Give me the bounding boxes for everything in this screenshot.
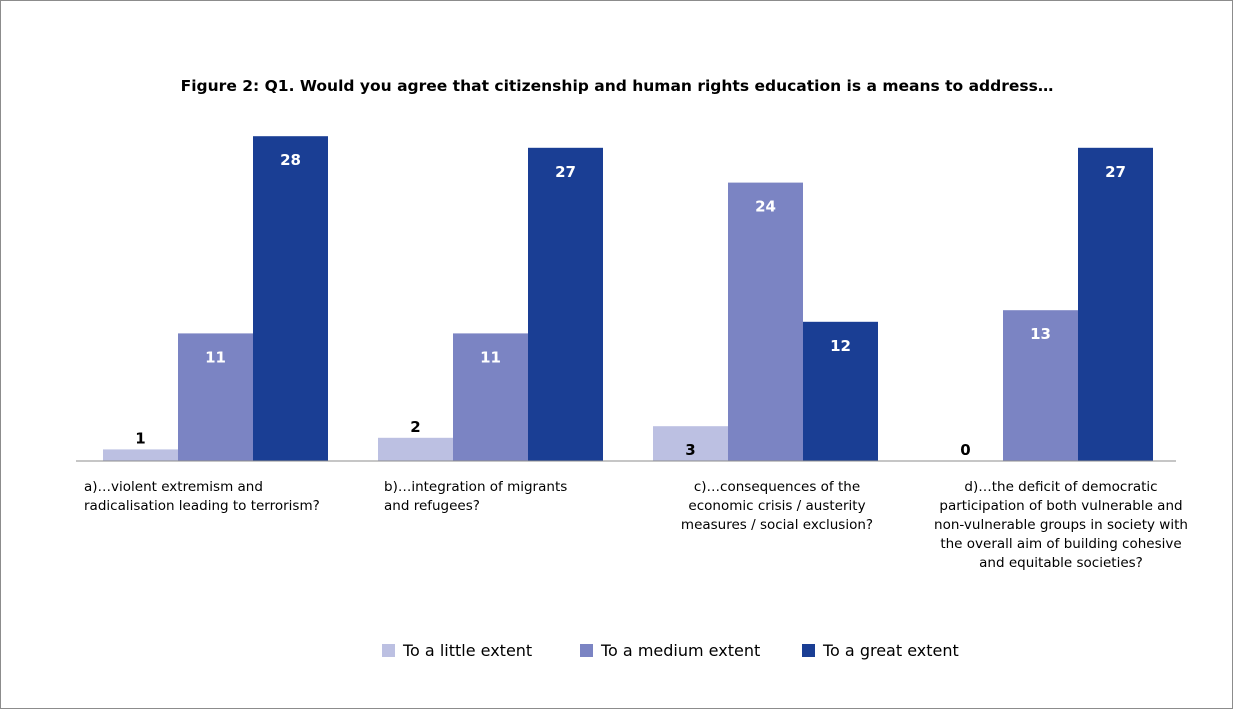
bar-a-series-2 [178, 333, 253, 461]
legend-label-series-2: To a medium extent [600, 641, 760, 660]
category-label-c-line-3: measures / social exclusion? [681, 517, 873, 533]
value-label-a-series-1: 1 [135, 429, 145, 447]
category-label-b-line-1: b)…integration of migrants [384, 479, 567, 495]
value-label-a-series-3: 28 [280, 151, 301, 169]
bar-c-series-1 [653, 426, 728, 461]
category-label-d-line-4: the overall aim of building cohesive [940, 536, 1181, 552]
category-label-c-line-2: economic crisis / austerity [688, 498, 865, 514]
value-label-d-series-2: 13 [1030, 325, 1051, 343]
category-label-a-line-2: radicalisation leading to terrorism? [84, 498, 320, 514]
chart-title: Figure 2: Q1. Would you agree that citiz… [181, 77, 1054, 95]
bar-b-series-1 [378, 437, 453, 461]
legend-label-series-3: To a great extent [822, 641, 959, 660]
value-label-d-series-3: 27 [1105, 163, 1126, 181]
category-label-a-line-1: a)…violent extremism and [84, 479, 263, 495]
value-label-c-series-2: 24 [755, 198, 776, 216]
category-label-b-line-2: and refugees? [384, 498, 480, 514]
bar-d-series-2 [1003, 310, 1078, 461]
value-label-c-series-3: 12 [830, 337, 851, 355]
category-label-d-line-2: participation of both vulnerable and [939, 498, 1182, 514]
value-label-d-series-1: 0 [960, 441, 970, 459]
legend: To a little extent To a medium extent To a… [382, 641, 959, 660]
value-label-c-series-1: 3 [685, 441, 695, 459]
value-label-b-series-3: 27 [555, 163, 576, 181]
legend-swatch-series-1 [382, 644, 395, 657]
bar-a-series-1 [103, 449, 178, 461]
value-label-b-series-1: 2 [410, 418, 420, 436]
category-label-d-line-1: d)…the deficit of democratic [964, 479, 1157, 495]
legend-label-series-1: To a little extent [402, 641, 532, 660]
bar-a-series-3 [253, 136, 328, 461]
bar-d-series-3 [1078, 147, 1153, 462]
value-label-a-series-2: 11 [205, 348, 226, 366]
category-label-c-line-1: c)…consequences of the [694, 479, 860, 495]
bar-b-series-2 [453, 333, 528, 461]
bar-c-series-2 [728, 182, 803, 461]
bar-b-series-3 [528, 147, 603, 462]
category-label-d-line-3: non-vulnerable groups in society with [934, 517, 1188, 533]
category-labels: a)…violent extremism and radicalisation l… [84, 479, 1188, 571]
category-label-d-line-5: and equitable societies? [979, 555, 1143, 571]
bar-c-series-3 [803, 321, 878, 461]
legend-swatch-series-3 [802, 644, 815, 657]
value-label-b-series-2: 11 [480, 348, 501, 366]
legend-swatch-series-2 [580, 644, 593, 657]
